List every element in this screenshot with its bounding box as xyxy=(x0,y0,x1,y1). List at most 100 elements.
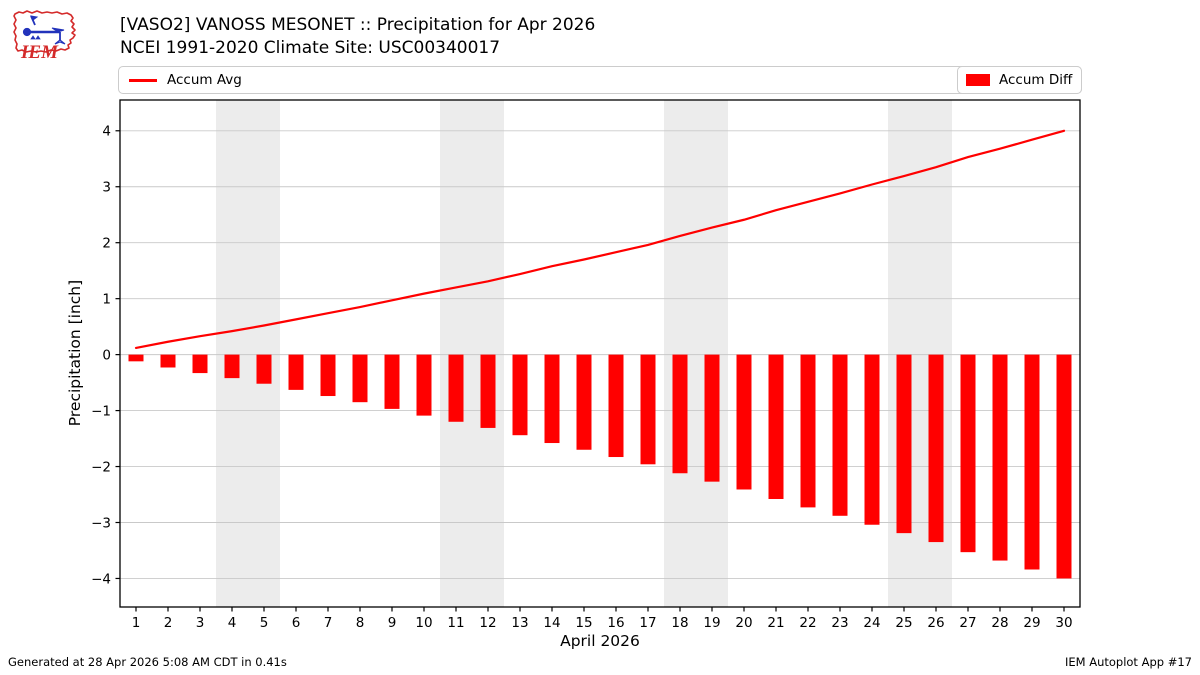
y-tick-label: 3 xyxy=(102,180,111,196)
weekend-band xyxy=(216,100,280,607)
x-tick-labels: 1 2 3 4 5 6 7 8 9 10 11 12 13 14 15 16 17 18 19 20 21 22 23 24 2… xyxy=(132,615,1073,631)
accum-diff-bar xyxy=(928,354,944,543)
x-tick-label: 1 xyxy=(132,615,141,631)
x-tick-label: 24 xyxy=(863,615,880,631)
chart-title-block: [VASO2] VANOSS MESONET :: Precipitation … xyxy=(120,14,595,60)
accum-diff-label: Accum Diff xyxy=(999,72,1073,88)
accum-diff-bar xyxy=(128,354,144,362)
logo-iem-text: IEM xyxy=(20,42,59,63)
accum-diff-bar xyxy=(256,354,272,384)
accum-diff-bar-swatch xyxy=(966,74,990,86)
y-tick-label: −4 xyxy=(91,571,111,587)
x-tick-label: 22 xyxy=(799,615,816,631)
accum-diff-bar xyxy=(896,354,912,534)
x-tick-label: 25 xyxy=(895,615,912,631)
accum-diff-bar xyxy=(160,354,176,368)
accum-diff-bar xyxy=(416,354,432,416)
accum-diff-bar xyxy=(320,354,336,397)
accum-diff-bar xyxy=(192,354,208,374)
x-tick-label: 21 xyxy=(767,615,784,631)
weekend-band xyxy=(440,100,504,607)
x-tick-label: 17 xyxy=(639,615,656,631)
accum-diff-bar xyxy=(544,354,560,444)
x-tick-label: 13 xyxy=(511,615,528,631)
weekend-bands xyxy=(216,100,952,607)
x-tick-label: 18 xyxy=(671,615,688,631)
accum-diff-bar xyxy=(832,354,848,516)
accum-diff-bar xyxy=(288,354,304,390)
accum-diff-bar xyxy=(352,354,368,403)
y-tick-label: −2 xyxy=(91,459,111,475)
iem-logo: IEM xyxy=(13,10,76,63)
accum-avg-line xyxy=(134,129,1066,350)
accum-diff-bar xyxy=(576,354,592,450)
y-tick-label: 1 xyxy=(102,291,111,307)
x-tick-label: 15 xyxy=(575,615,592,631)
x-tick-label: 28 xyxy=(991,615,1008,631)
legend-box-accum-diff: Accum Diff xyxy=(957,66,1082,94)
accum-diff-bar xyxy=(1024,354,1040,570)
x-tick-label: 7 xyxy=(324,615,333,631)
accum-diff-bars xyxy=(128,354,1072,579)
legend-box: Accum Avg Accum Diff xyxy=(118,66,1082,94)
plot-frame xyxy=(119,99,1081,608)
accum-diff-bar xyxy=(704,354,720,482)
accum-diff-bar xyxy=(1056,354,1072,579)
y-axis-label: Precipitation [inch] xyxy=(66,280,84,426)
y-tick-label: 4 xyxy=(102,124,111,140)
x-tick-label: 27 xyxy=(959,615,976,631)
accum-avg-line-swatch xyxy=(129,78,157,82)
x-tick-label: 9 xyxy=(388,615,397,631)
accum-avg-label: Accum Avg xyxy=(167,72,242,88)
x-tick-label: 10 xyxy=(415,615,432,631)
accum-diff-bar xyxy=(864,354,880,525)
legend-entry-accum-avg: Accum Avg xyxy=(129,72,242,88)
generated-timestamp: Generated at 28 Apr 2026 5:08 AM CDT in … xyxy=(8,655,287,669)
x-tick-label: 12 xyxy=(479,615,496,631)
accum-diff-bar xyxy=(736,354,752,490)
y-tick-label: −1 xyxy=(91,403,111,419)
x-tick-label: 16 xyxy=(607,615,624,631)
accum-avg-polyline xyxy=(134,129,1066,350)
y-tick-label: 2 xyxy=(102,235,111,251)
x-tick-label: 26 xyxy=(927,615,944,631)
accum-diff-bar xyxy=(640,354,656,465)
accum-diff-bar xyxy=(672,354,688,474)
frame-rect xyxy=(119,99,1081,608)
x-tick-label: 30 xyxy=(1055,615,1072,631)
y-tick-label: −3 xyxy=(91,515,111,531)
anemometer-icon xyxy=(22,15,66,45)
axis-ticks xyxy=(115,130,1065,612)
accum-diff-bar xyxy=(800,354,816,508)
x-tick-label: 14 xyxy=(543,615,560,631)
x-tick-label: 23 xyxy=(831,615,848,631)
x-tick-label: 2 xyxy=(164,615,173,631)
x-tick-label: 5 xyxy=(260,615,269,631)
accum-diff-bar xyxy=(512,354,528,436)
accum-diff-bar xyxy=(608,354,624,458)
x-tick-label: 4 xyxy=(228,615,237,631)
x-tick-label: 20 xyxy=(735,615,752,631)
accum-diff-bar xyxy=(224,354,240,379)
accum-diff-bar xyxy=(960,354,976,553)
accum-diff-bar xyxy=(992,354,1008,561)
x-tick-label: 6 xyxy=(292,615,301,631)
accum-diff-bar xyxy=(448,354,464,422)
chart-title: [VASO2] VANOSS MESONET :: Precipitation … xyxy=(120,15,596,35)
y-tick-labels: −4 −3 −2 −1 0 1 2 3 4 xyxy=(91,124,111,588)
accum-diff-bar xyxy=(768,354,784,499)
x-tick-label: 29 xyxy=(1023,615,1040,631)
chart-subtitle: NCEI 1991-2020 Climate Site: USC00340017 xyxy=(120,38,501,58)
x-tick-label: 3 xyxy=(196,615,205,631)
x-tick-label: 11 xyxy=(447,615,464,631)
x-tick-label: 8 xyxy=(356,615,365,631)
accum-diff-bar xyxy=(480,354,496,428)
x-axis-label: April 2026 xyxy=(560,632,640,650)
gridlines xyxy=(120,130,1080,579)
accum-diff-bar xyxy=(384,354,400,409)
x-tick-label: 19 xyxy=(703,615,720,631)
autoplot-app-credit: IEM Autoplot App #17 xyxy=(1064,655,1192,669)
y-tick-label: 0 xyxy=(102,347,111,363)
